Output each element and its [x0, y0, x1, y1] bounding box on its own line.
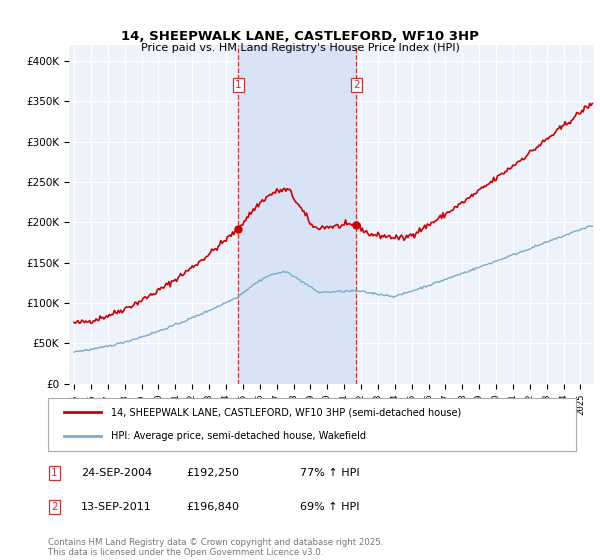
Text: 1: 1: [51, 468, 58, 478]
Text: 14, SHEEPWALK LANE, CASTLEFORD, WF10 3HP (semi-detached house): 14, SHEEPWALK LANE, CASTLEFORD, WF10 3HP…: [112, 408, 461, 418]
Text: £196,840: £196,840: [186, 502, 239, 512]
Text: 24-SEP-2004: 24-SEP-2004: [81, 468, 152, 478]
Text: 14, SHEEPWALK LANE, CASTLEFORD, WF10 3HP: 14, SHEEPWALK LANE, CASTLEFORD, WF10 3HP: [121, 30, 479, 43]
Text: £192,250: £192,250: [186, 468, 239, 478]
Text: Contains HM Land Registry data © Crown copyright and database right 2025.
This d: Contains HM Land Registry data © Crown c…: [48, 538, 383, 557]
Text: 1: 1: [235, 80, 242, 90]
Text: Price paid vs. HM Land Registry's House Price Index (HPI): Price paid vs. HM Land Registry's House …: [140, 43, 460, 53]
Text: 77% ↑ HPI: 77% ↑ HPI: [300, 468, 359, 478]
Text: 69% ↑ HPI: 69% ↑ HPI: [300, 502, 359, 512]
Text: 2: 2: [51, 502, 58, 512]
Text: 2: 2: [353, 80, 359, 90]
Bar: [238, 45, 356, 384]
Text: 13-SEP-2011: 13-SEP-2011: [81, 502, 152, 512]
Text: HPI: Average price, semi-detached house, Wakefield: HPI: Average price, semi-detached house,…: [112, 431, 367, 441]
